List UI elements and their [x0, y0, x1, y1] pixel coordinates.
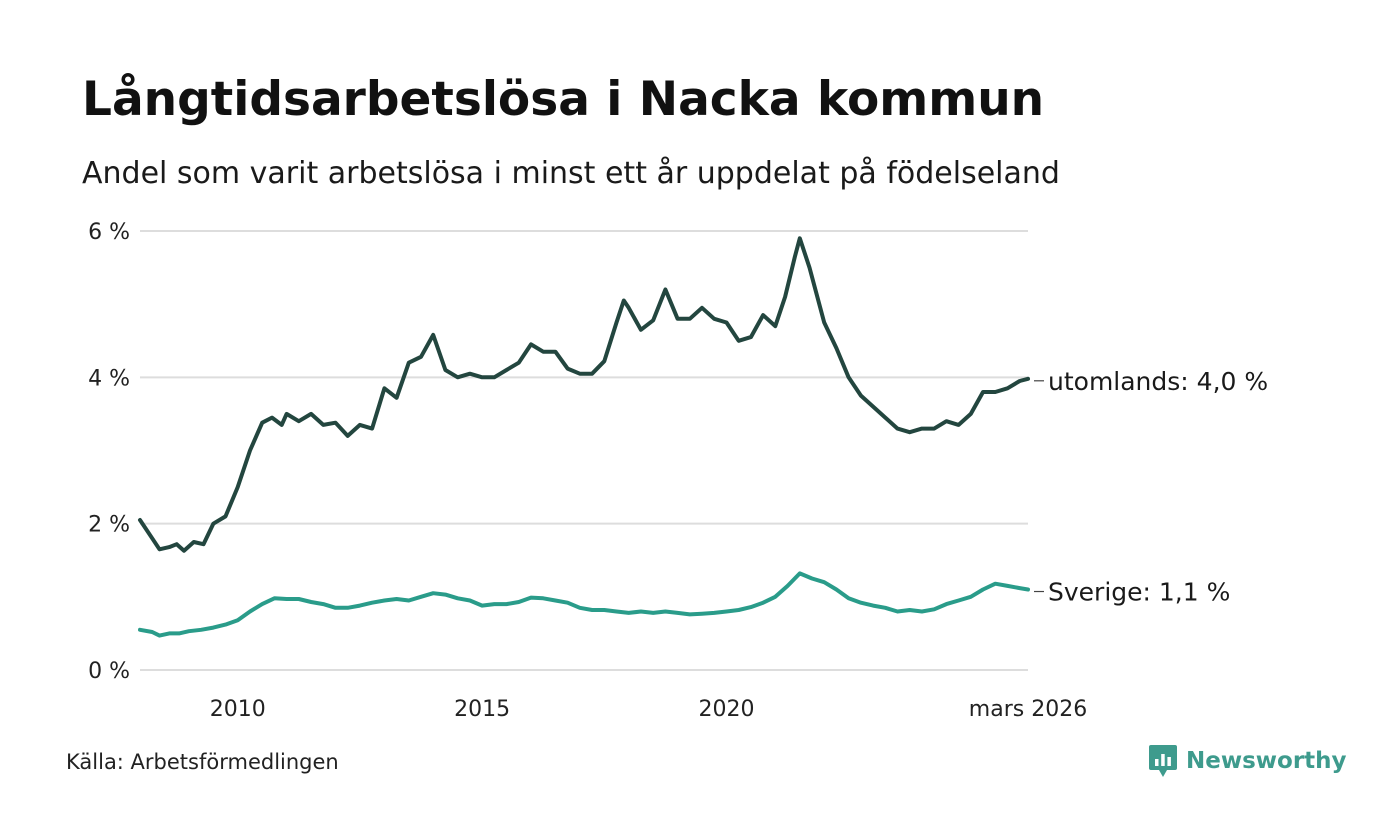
series-line-sverige — [138, 571, 1030, 638]
end-labels: utomlands: 4,0 % Sverige: 1,1 % — [1034, 367, 1268, 607]
x-tick-label: 2020 — [698, 697, 754, 722]
series-lines — [138, 236, 1030, 638]
source-note: Källa: Arbetsförmedlingen — [66, 750, 339, 774]
x-tick-label: mars 2026 — [969, 697, 1087, 722]
series-line-utomlands — [138, 236, 1030, 553]
x-tick-label: 2010 — [210, 697, 266, 722]
y-axis: 0 % 2 % 4 % 6 % — [88, 220, 130, 684]
y-tick-label: 4 % — [88, 366, 130, 391]
end-label-sverige: Sverige: 1,1 % — [1048, 578, 1230, 607]
brand-name: Newsworthy — [1186, 748, 1347, 774]
y-tick-label: 2 % — [88, 513, 130, 538]
chart-title: Långtidsarbetslösa i Nacka kommun — [82, 72, 1045, 127]
y-tick-label: 6 % — [88, 220, 130, 245]
end-label-utomlands: utomlands: 4,0 % — [1048, 367, 1268, 396]
gridlines — [140, 230, 1028, 671]
y-tick-label: 0 % — [88, 659, 130, 684]
brand-logo: Newsworthy — [1148, 744, 1347, 778]
x-tick-label: 2015 — [454, 697, 510, 722]
newsworthy-chart-icon — [1149, 745, 1177, 777]
chart-subtitle: Andel som varit arbetslösa i minst ett å… — [82, 156, 1060, 191]
x-axis: 2010 2015 2020 mars 2026 — [210, 697, 1087, 722]
